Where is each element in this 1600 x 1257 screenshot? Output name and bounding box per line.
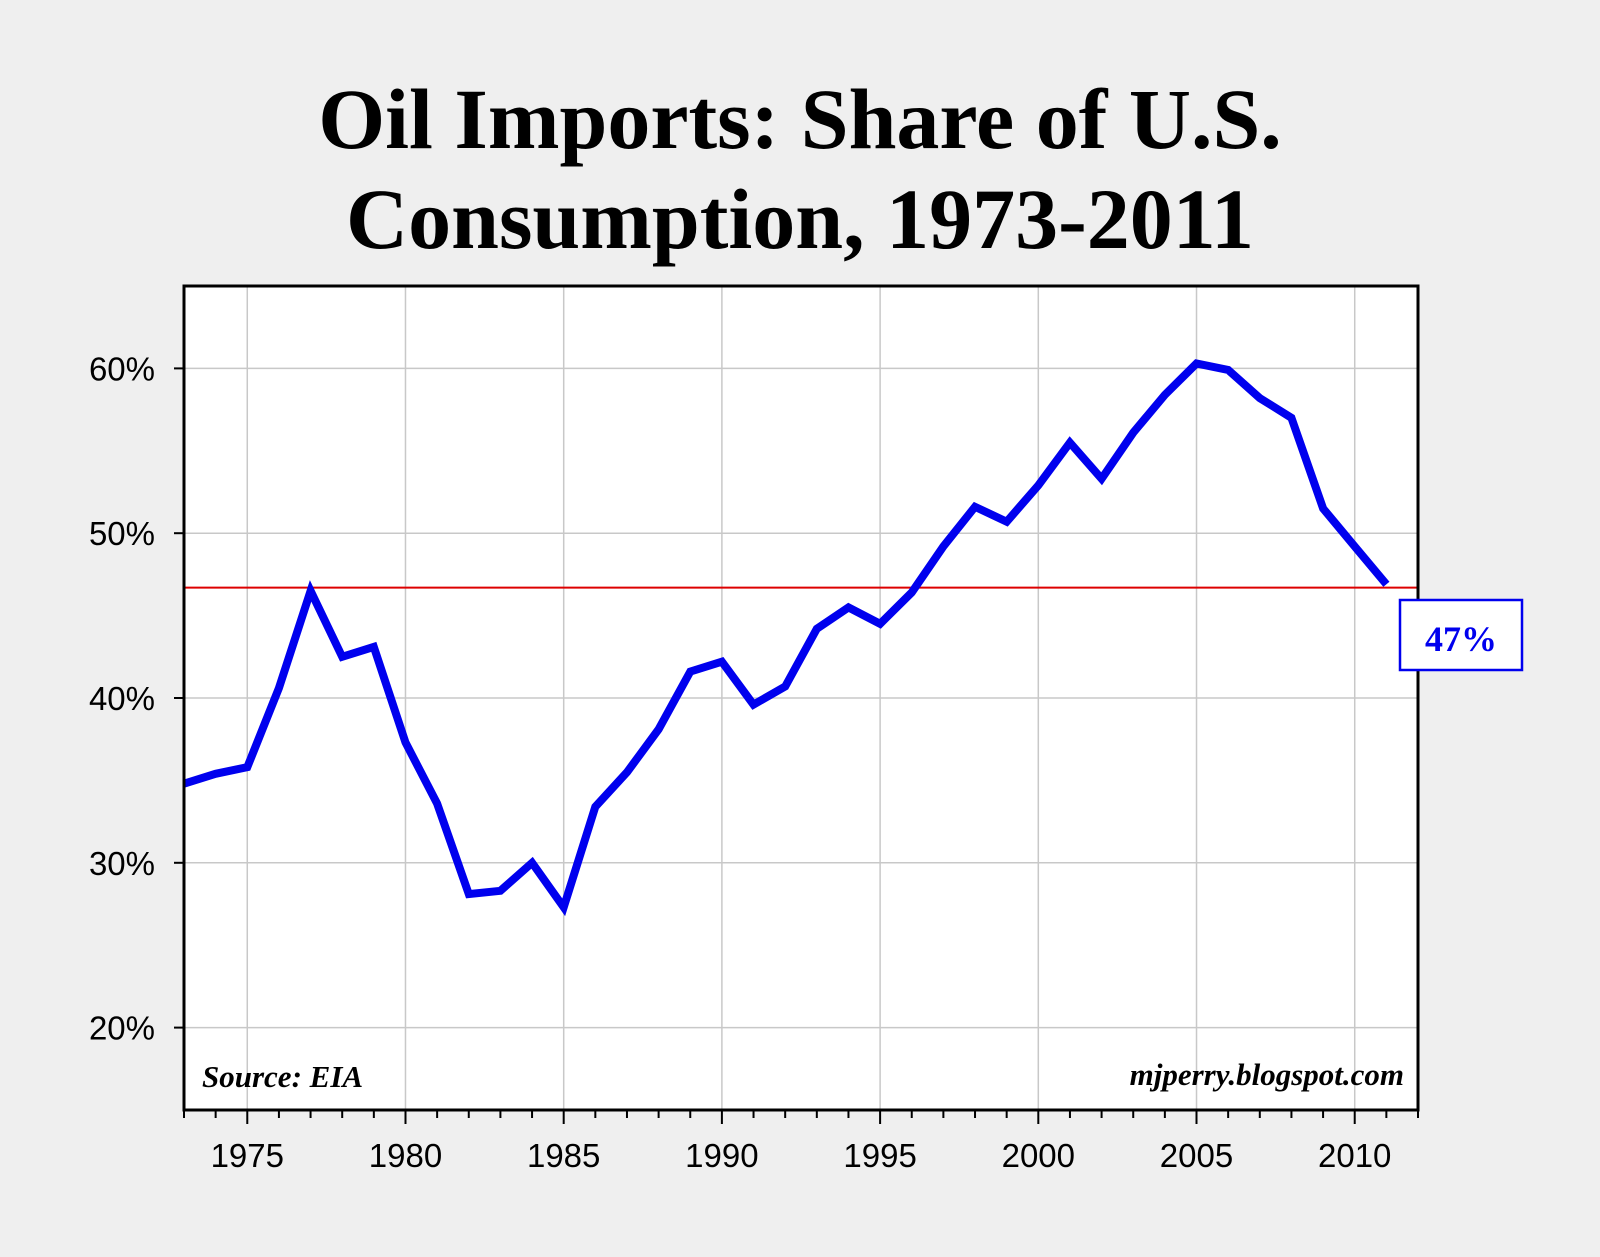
- grid: [184, 286, 1418, 1110]
- chart-title-line-1: Oil Imports: Share of U.S.: [318, 71, 1282, 167]
- series-layer: [182, 359, 1390, 917]
- x-tick-label-1990: 1990: [685, 1137, 758, 1174]
- x-tick-label-2000: 2000: [1002, 1137, 1075, 1174]
- chart-title-line-2: Consumption, 1973-2011: [346, 171, 1254, 267]
- source-note: Source: EIA: [202, 1059, 363, 1094]
- x-tick-label-2010: 2010: [1318, 1137, 1391, 1174]
- y-tick-label-30: 30%: [89, 845, 155, 882]
- credit-note: mjperry.blogspot.com: [1130, 1057, 1404, 1092]
- x-tick-label-1975: 1975: [211, 1137, 284, 1174]
- x-tick-label-1995: 1995: [843, 1137, 916, 1174]
- y-tick-label-50: 50%: [89, 515, 155, 552]
- x-axis: 1975 1980 1985 1990 1995 2000 2005 2010: [183, 1110, 1419, 1174]
- y-axis: 20% 30% 40% 50% 60%: [89, 350, 184, 1047]
- callout-box: [1398, 598, 1524, 672]
- x-tick-label-2005: 2005: [1160, 1137, 1233, 1174]
- series-line-0: [182, 359, 1390, 917]
- x-tick-label-1980: 1980: [369, 1137, 442, 1174]
- y-tick-label-20: 20%: [89, 1010, 155, 1047]
- x-tick-label-1985: 1985: [527, 1137, 600, 1174]
- callout-label: 47%: [1425, 619, 1497, 659]
- y-tick-label-60: 60%: [89, 350, 155, 387]
- y-tick-label-40: 40%: [89, 680, 155, 717]
